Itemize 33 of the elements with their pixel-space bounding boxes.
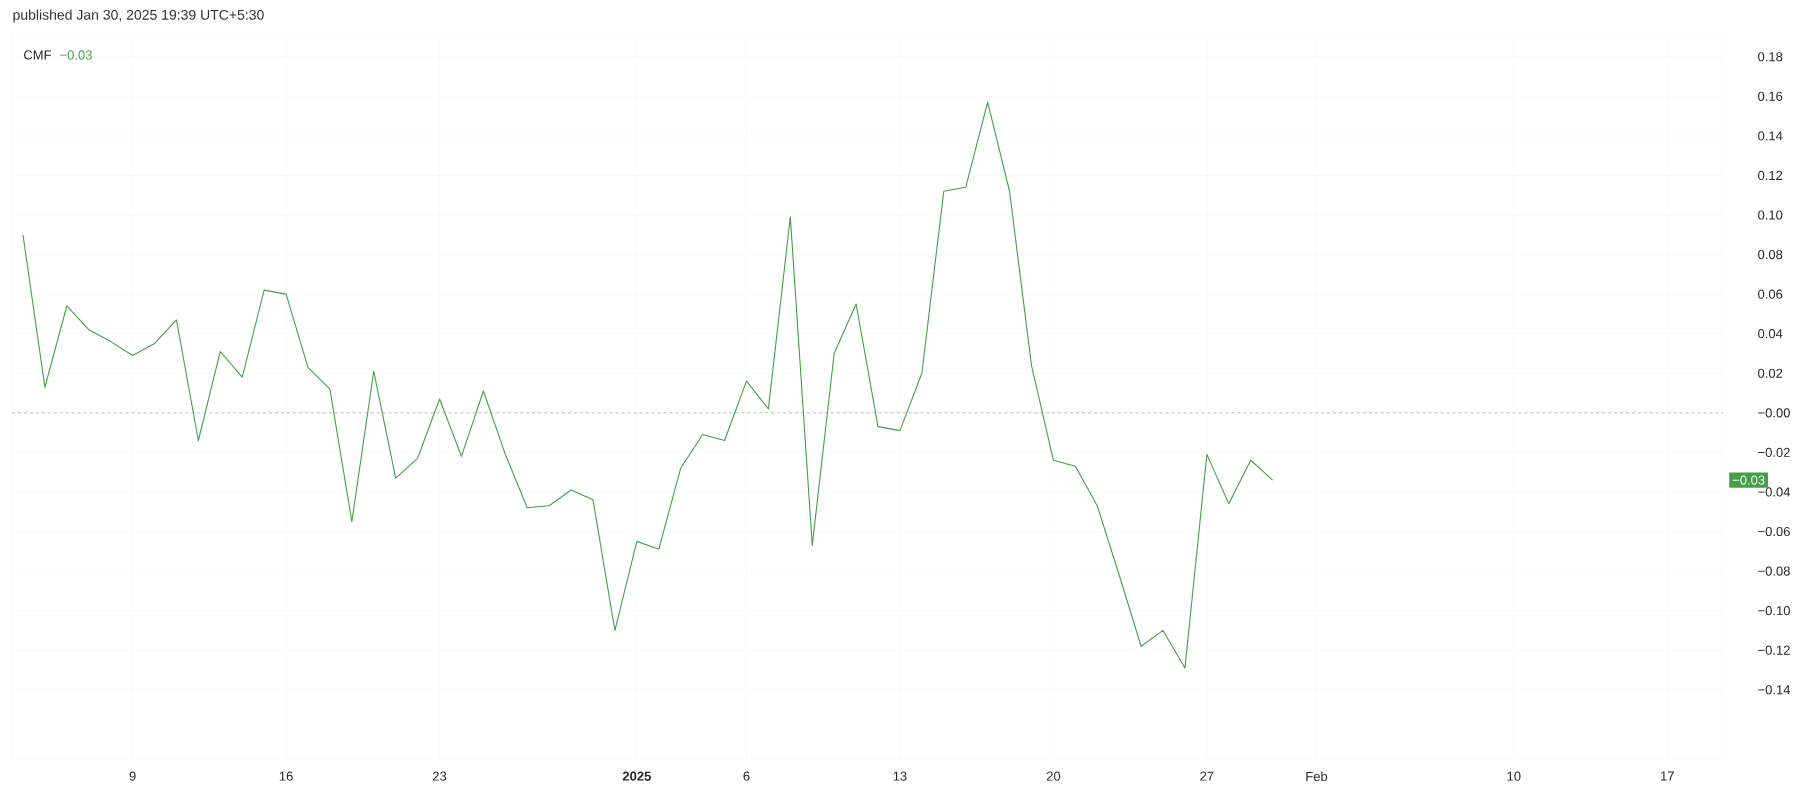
x-tick-label: Feb	[1306, 771, 1328, 782]
y-tick-label: 0.12	[1758, 170, 1783, 181]
x-tick-label: 16	[279, 771, 293, 781]
y-tick-label: 0.08	[1758, 249, 1783, 260]
y-tick-label: −0.04	[1758, 487, 1791, 497]
y-tick-label: 0.10	[1758, 210, 1783, 220]
y-tick-label: −0.14	[1758, 685, 1791, 695]
x-tick-label: 20	[1046, 771, 1061, 781]
y-tick-label: −0.08	[1758, 566, 1790, 576]
chart-title: published Jan 30, 2025 19:39 UTC+5:30	[13, 9, 264, 23]
y-tick-label: −0.06	[1758, 526, 1790, 537]
y-tick-label: 0.16	[1758, 91, 1783, 101]
y-tick-label: 0.14	[1758, 131, 1783, 141]
y-tick-label: −0.00	[1758, 408, 1790, 418]
y-tick-label: 0.06	[1758, 289, 1783, 299]
y-tick-label: −0.02	[1758, 447, 1790, 457]
x-tick-label: 6	[743, 771, 750, 781]
x-tick-label: 2025	[622, 771, 651, 781]
y-tick-label: 0.04	[1758, 329, 1783, 339]
x-tick-label: 13	[893, 771, 907, 781]
x-tick-label: 27	[1200, 771, 1214, 781]
line-series	[22, 101, 1274, 669]
text: −0.03	[1732, 475, 1765, 485]
y-tick-label: 0.02	[1758, 368, 1783, 378]
x-tick-label: 10	[1507, 771, 1521, 781]
x-tick-label: 9	[129, 771, 136, 781]
text: CMF	[24, 50, 52, 60]
x-tick-label: 17	[1661, 771, 1674, 781]
x-tick-label: 23	[432, 771, 447, 781]
annotation: −0.03	[60, 50, 92, 60]
y-tick-label: −0.12	[1758, 645, 1790, 655]
y-tick-label: −0.10	[1758, 606, 1790, 616]
y-tick-label: 0.18	[1758, 52, 1783, 62]
